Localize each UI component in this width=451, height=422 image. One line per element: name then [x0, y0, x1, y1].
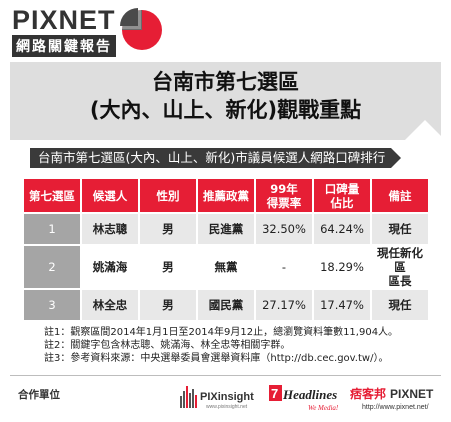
- page-title-line1: 台南市第七選區: [152, 70, 299, 94]
- table-cell: 林全忠: [82, 290, 138, 320]
- table-cell: 男: [162, 260, 174, 274]
- footnote: 註2：關鍵字包含林志聰、姚滿海、林全忠等相關字群。: [44, 340, 291, 351]
- pie-logo-icon: [120, 8, 162, 50]
- pixinsight-logo: PIXinsight www.pixinsight.net: [180, 386, 254, 410]
- table-cell: 1: [24, 214, 80, 244]
- table-cell: 64.24%: [314, 214, 370, 244]
- bar-arrow-icon: [391, 148, 401, 168]
- title-notch: [405, 120, 445, 140]
- pixnet-url: http://www.pixnet.net/: [362, 404, 429, 411]
- table-cell: 無黨: [214, 260, 238, 274]
- table-cell: 3: [24, 290, 80, 320]
- col-header: 99年 得票率: [256, 179, 312, 212]
- col-header: 口碑量 佔比: [314, 179, 370, 212]
- col-header: 推薦政黨: [198, 179, 254, 212]
- table-cell: 現任: [372, 214, 428, 244]
- table-header-row: 第七選區 候選人 性別 推薦政黨 99年 得票率 口碑量 佔比 備註: [24, 179, 428, 212]
- pixnet-name: PIXNET: [390, 387, 434, 401]
- col-header: 第七選區: [24, 179, 80, 212]
- headlines-name: Headlines: [282, 387, 337, 402]
- table-cell: 17.47%: [314, 290, 370, 320]
- table-cell: 男: [140, 214, 196, 244]
- table-cell: -: [281, 260, 287, 274]
- pixinsight-name: PIXinsight: [200, 391, 254, 403]
- headlines-slogan: We Media!: [308, 404, 339, 412]
- table-cell: 林志聰: [82, 214, 138, 244]
- table-row: 2 姚滿海 男 無黨 - 18.29% 現任新化區 區長: [24, 246, 428, 288]
- table-row: 1 林志聰 男 民進黨 32.50% 64.24% 現任: [24, 214, 428, 244]
- col-header: 性別: [140, 179, 196, 212]
- ranking-title-bar: 台南市第七選區(大內、山上、新化)市議員候選人網路口碑排行榜: [30, 148, 391, 185]
- headlines-number: 7: [271, 386, 278, 401]
- table-cell: 現任: [372, 290, 428, 320]
- partner-label: 合作單位: [18, 389, 60, 401]
- table-cell: 男: [140, 290, 196, 320]
- page-title-line2: (大內、山上、新化)觀戰重點: [89, 98, 362, 122]
- table-cell: 姚滿海: [92, 260, 128, 274]
- pixnet-logo: 痞客邦 PIXNET http://www.pixnet.net/: [350, 386, 434, 411]
- pixinsight-bars-icon: [180, 386, 197, 408]
- divider: [10, 375, 441, 376]
- table-row: 3 林全忠 男 國民黨 27.17% 17.47% 現任: [24, 290, 428, 320]
- pixnet-cn-name: 痞客邦: [350, 386, 386, 401]
- table-cell: 民進黨: [198, 214, 254, 244]
- table-cell: 18.29%: [320, 260, 364, 274]
- headlines-badge-icon: [269, 385, 282, 401]
- table-cell: 2: [24, 246, 80, 288]
- title-band: 台南市第七選區 (大內、山上、新化)觀戰重點: [10, 62, 441, 140]
- table-cell: 現任新化區 區長: [377, 246, 423, 288]
- table-cell: 國民黨: [198, 290, 254, 320]
- footnote: 註3：參考資料來源：中央選舉委員會選舉資料庫（http://db.cec.gov…: [44, 353, 389, 364]
- table-cell: 32.50%: [256, 214, 312, 244]
- brand-name: PIXNET: [12, 5, 116, 35]
- col-header: 備註: [372, 179, 428, 212]
- col-header: 候選人: [82, 179, 138, 212]
- brand-logo: PIXNET 網路關鍵報告: [12, 6, 116, 57]
- table-cell: 27.17%: [256, 290, 312, 320]
- footnotes: 註1：觀察區間2014年1月1日至2014年9月12止，總瀏覽資料筆數11,90…: [44, 326, 398, 365]
- headlines-logo: 7 Headlines We Media!: [269, 385, 339, 412]
- brand-subtitle: 網路關鍵報告: [12, 35, 116, 57]
- footnote: 註1：觀察區間2014年1月1日至2014年9月12止，總瀏覽資料筆數11,90…: [44, 327, 399, 338]
- ranking-table: 第七選區 候選人 性別 推薦政黨 99年 得票率 口碑量 佔比 備註 1 林志聰…: [22, 177, 430, 322]
- pixinsight-url: www.pixinsight.net: [206, 404, 248, 410]
